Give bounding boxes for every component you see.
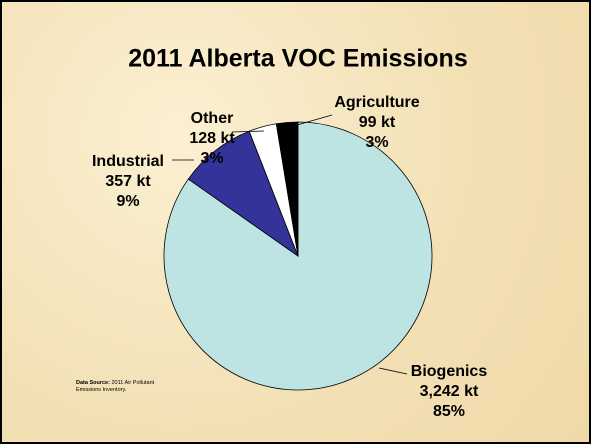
category-label: Industrial: [92, 153, 164, 170]
category-label: Agriculture: [334, 94, 419, 111]
source-note: Data Source: 2011 Air Pollutant Emission…: [76, 380, 176, 394]
percent-label: 85%: [433, 403, 465, 420]
value-label: 3,242 kt: [420, 383, 479, 400]
percent-label: 3%: [365, 134, 388, 151]
slice-labels: Biogenics 3,242 kt 85% Industrial 357 kt 9% Ot…: [92, 94, 487, 420]
value-label: 128 kt: [189, 130, 235, 147]
category-label: Other: [191, 110, 234, 127]
pie: [163, 121, 433, 391]
percent-label: 3%: [200, 150, 223, 167]
value-label: 357 kt: [105, 173, 151, 190]
pie-slice: [275, 121, 299, 257]
source-text: 2011 Air Pollutant Emissions Inventory.: [76, 380, 155, 393]
category-label: Biogenics: [411, 363, 488, 380]
source-label: Data Source:: [76, 380, 110, 386]
percent-label: 9%: [116, 193, 139, 210]
value-label: 99 kt: [359, 114, 396, 131]
chart-title: 2011 Alberta VOC Emissions: [128, 45, 468, 73]
leader-lines: [172, 114, 408, 375]
